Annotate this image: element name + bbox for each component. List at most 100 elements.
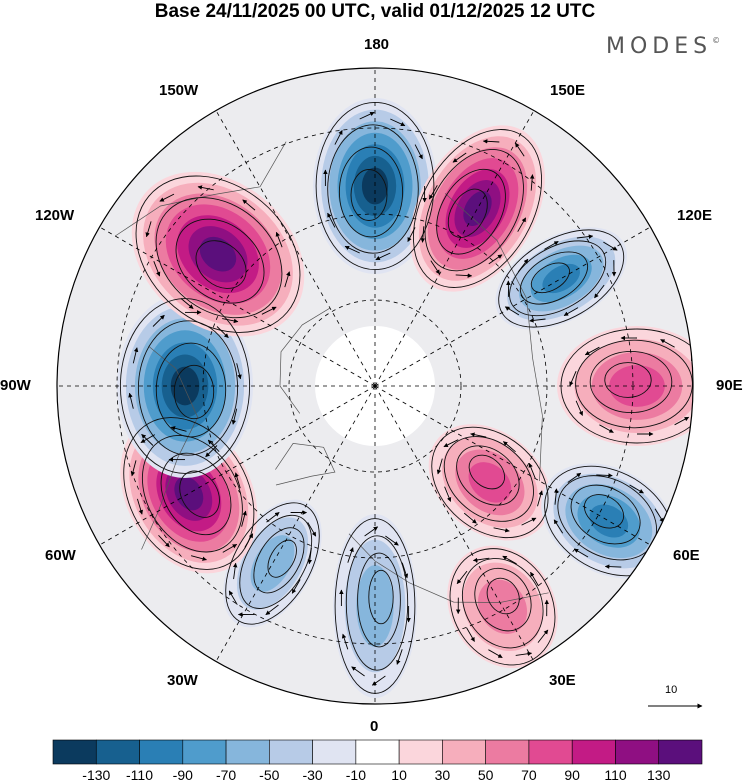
colorbar-swatch <box>528 739 573 765</box>
meridian <box>99 385 376 546</box>
wind-vector <box>307 547 313 565</box>
wind-vector <box>231 408 238 425</box>
wind-vector <box>456 570 468 585</box>
lon-label-60e: 60E <box>673 547 700 564</box>
lon-label-150e: 150E <box>550 82 586 99</box>
wind-vector <box>140 434 156 443</box>
colorbar-tick-label: 50 <box>477 767 494 783</box>
wind-vector <box>141 433 154 446</box>
wind-vector <box>275 231 283 248</box>
wind-vectors <box>128 111 704 686</box>
wind-vector <box>197 185 214 191</box>
contour-line <box>137 320 239 456</box>
wind-vector <box>553 488 559 505</box>
lon-label-0: 0 <box>370 718 379 735</box>
wind-vector <box>232 562 238 580</box>
colorbar-tick-label: -130 <box>82 767 111 783</box>
logo-mark: © <box>712 36 721 45</box>
contour-line <box>267 539 297 578</box>
wind-vector <box>660 339 675 348</box>
wind-vector <box>452 152 467 163</box>
colorbar-swatch <box>615 739 660 765</box>
wind-vector <box>207 439 220 453</box>
wind-vector <box>515 651 533 656</box>
wind-vector <box>553 519 564 534</box>
wind-vector <box>443 439 459 448</box>
colorbar-swatch <box>225 739 270 765</box>
wind-vector <box>698 386 704 401</box>
wind-vector <box>284 271 291 288</box>
coastline-5 <box>279 307 331 414</box>
meridian <box>215 385 376 662</box>
wind-vector <box>517 217 527 232</box>
contour-line <box>486 577 520 615</box>
contour-line <box>357 552 401 648</box>
wind-vector <box>428 185 438 200</box>
wind-vector <box>136 498 143 515</box>
anomaly-ridge-3 <box>557 326 693 446</box>
wind-vector <box>180 298 194 309</box>
modes-logo: MODES© <box>606 34 720 59</box>
map-title: Base 24/11/2025 00 UTC, valid 01/12/2025… <box>154 1 596 22</box>
wind-vector <box>470 432 487 438</box>
anomaly-band <box>477 579 528 634</box>
colorbar-swatch <box>312 739 357 765</box>
meridian <box>374 110 535 387</box>
wind-vector <box>132 347 139 364</box>
wind-vector <box>659 537 664 554</box>
wind-vector <box>654 508 664 523</box>
wind-vector <box>488 649 503 658</box>
meridian <box>215 110 376 387</box>
colorbar-tick-label: -10 <box>345 767 367 783</box>
colorbar-tick-label: -50 <box>259 767 280 783</box>
coastline-2 <box>275 443 336 486</box>
meridian <box>99 226 376 387</box>
reference-vector-value: 10 <box>665 684 678 696</box>
contour-loop-11 <box>135 175 301 333</box>
contour-loop-4 <box>431 426 549 539</box>
colorbar-tick-label: 110 <box>604 767 627 783</box>
colorbar-swatch <box>182 739 227 765</box>
lon-label-150w: 150W <box>159 82 199 99</box>
contour-loop-9 <box>123 417 255 570</box>
wind-vector <box>347 547 354 563</box>
contour-line <box>509 240 607 317</box>
wind-vector <box>158 534 170 548</box>
graticule <box>57 68 693 704</box>
colorbar-tick-label: 90 <box>564 767 580 783</box>
colorbar-swatch <box>52 739 97 765</box>
contour-line <box>175 218 265 304</box>
wind-vector <box>396 649 403 665</box>
contour-line <box>431 426 549 539</box>
wind-vector <box>529 318 546 323</box>
wind-vector <box>159 193 175 202</box>
contour-line <box>338 146 404 238</box>
anomaly-band <box>468 462 512 503</box>
wind-vector <box>341 633 349 650</box>
wind-vector <box>517 258 529 273</box>
wind-vector <box>152 314 165 327</box>
wind-vector <box>544 241 559 250</box>
colorbar-tick-label: -110 <box>126 767 153 783</box>
wind-vector <box>604 564 622 569</box>
wind-vector <box>575 400 583 416</box>
parallel <box>116 127 634 645</box>
parallel <box>202 213 548 559</box>
colorbar <box>52 739 703 765</box>
wind-vector <box>291 579 301 594</box>
wind-vector <box>504 306 520 316</box>
anomaly-ridge-4 <box>428 424 552 541</box>
wind-vector <box>430 260 440 275</box>
wind-vector <box>234 472 241 489</box>
anomaly-band <box>199 236 237 272</box>
contour-line <box>253 527 305 594</box>
wind-vector <box>603 241 618 251</box>
colorbar-swatch <box>398 739 443 765</box>
wind-vector <box>222 544 238 553</box>
contour-line <box>345 535 409 671</box>
contour-line <box>604 362 652 398</box>
anomaly-trough-10 <box>117 294 253 478</box>
contour-line <box>350 169 388 221</box>
wind-vector <box>265 604 279 616</box>
wind-vector <box>266 512 280 523</box>
